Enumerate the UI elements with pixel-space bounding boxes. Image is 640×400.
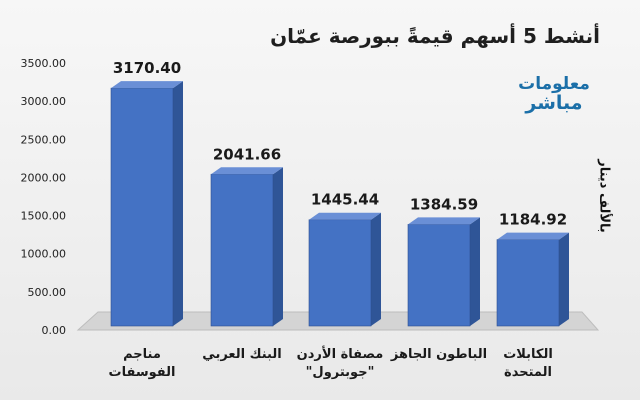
bar-top-face xyxy=(211,167,283,175)
bar xyxy=(407,224,471,327)
bar-side-face xyxy=(470,217,480,326)
x-category-label: مصفاة الأردن xyxy=(297,345,384,362)
y-tick-label: 0.00 xyxy=(42,324,67,337)
bar-top-face xyxy=(111,81,183,89)
x-category-label: "جوبترول" xyxy=(306,365,375,380)
x-category-label: البنك العربي xyxy=(202,347,281,362)
x-category-label: مناجم xyxy=(123,347,161,362)
y-tick-label: 3500.00 xyxy=(21,57,67,70)
x-category-label: الفوسفات xyxy=(109,365,176,380)
logo-line-1: معلومات xyxy=(518,74,590,94)
y-tick-label: 500.00 xyxy=(28,286,67,299)
x-category-label: الباطون الجاهز xyxy=(390,347,487,362)
bar-top-face xyxy=(497,232,569,240)
bar-side-face xyxy=(559,232,569,326)
bar xyxy=(496,239,560,327)
bar-value-label: 3170.40 xyxy=(113,59,181,77)
bar-value-label: 2041.66 xyxy=(213,145,281,163)
bar xyxy=(210,173,274,327)
y-tick-label: 1000.00 xyxy=(21,248,67,261)
bar-top-face xyxy=(408,217,480,225)
x-category-label: الكابلات xyxy=(503,347,553,362)
y-tick-label: 2500.00 xyxy=(21,133,67,146)
bar-value-label: 1184.92 xyxy=(499,211,567,229)
brand-logo: معلومات مباشر xyxy=(510,74,598,114)
bar-value-label: 1445.44 xyxy=(311,191,379,209)
bar-side-face xyxy=(371,212,381,326)
bar-side-face xyxy=(273,167,283,326)
y-tick-label: 2000.00 xyxy=(21,171,67,184)
x-category-label: المتحدة xyxy=(504,365,552,380)
chart-title: أنشط 5 أسهم قيمةً ببورصة عمّان xyxy=(270,24,600,48)
bar-side-face xyxy=(173,81,183,326)
bar-value-label: 1384.59 xyxy=(410,195,478,213)
y-tick-label: 3000.00 xyxy=(21,95,67,108)
logo-line-2: مباشر xyxy=(525,91,583,114)
bar-top-face xyxy=(309,212,381,220)
bar xyxy=(110,87,174,327)
bar xyxy=(308,219,372,327)
y-tick-label: 1500.00 xyxy=(21,210,67,223)
